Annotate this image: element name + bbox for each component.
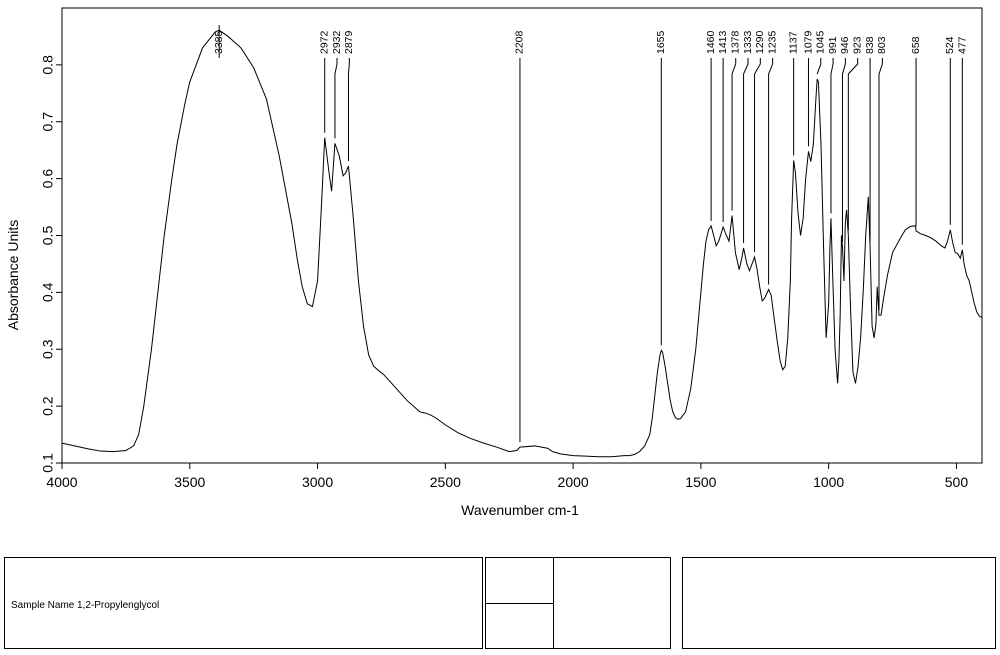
peak-marker-line (754, 58, 761, 253)
y-tick-label: 0.5 (40, 226, 56, 246)
peak-label: 1333 (742, 30, 754, 54)
x-tick-label: 2000 (558, 474, 589, 490)
x-tick-label: 3500 (174, 474, 205, 490)
peak-label: 803 (876, 36, 888, 54)
y-axis-label: Absorbance Units (5, 220, 21, 331)
peak-label: 1460 (705, 30, 717, 54)
peak-label: 1378 (729, 30, 741, 54)
info-cell-small-top (485, 557, 554, 604)
peak-marker-line (731, 58, 737, 211)
peak-label: 524 (944, 36, 956, 54)
peak-label: 1655 (655, 30, 667, 54)
peak-label: 1413 (717, 30, 729, 54)
peak-label: 2208 (514, 30, 526, 54)
peak-label: 477 (956, 36, 968, 54)
peak-marker-line (830, 58, 834, 214)
x-axis-label: Wavenumber cm-1 (461, 502, 579, 518)
sample-name-value: 1,2-Propylenglycol (77, 600, 160, 611)
peak-label: 1045 (815, 30, 827, 54)
peak-label: 3385 (213, 30, 225, 54)
x-tick-label: 2500 (430, 474, 461, 490)
x-tick-label: 1000 (813, 474, 844, 490)
y-tick-label: 0.7 (40, 112, 56, 132)
peak-label: 1235 (766, 30, 778, 54)
peak-marker-line (816, 58, 822, 75)
peak-label: 2932 (331, 30, 343, 54)
peak-marker-line (841, 58, 846, 242)
peak-marker-line (334, 58, 338, 139)
peak-marker-line (347, 58, 350, 162)
peak-label: 2879 (343, 30, 355, 54)
peak-label: 946 (839, 36, 851, 54)
peak-label: 2972 (318, 30, 330, 54)
peak-label: 658 (910, 36, 922, 54)
y-tick-label: 0.3 (40, 339, 56, 359)
info-panel-middle (553, 557, 671, 649)
y-tick-label: 0.2 (40, 396, 56, 416)
plot-area-frame (61, 7, 983, 464)
x-tick-label: 4000 (46, 474, 77, 490)
x-tick-label: 1500 (685, 474, 716, 490)
peak-label: 923 (851, 36, 863, 54)
info-cell-small-bottom (485, 603, 554, 649)
peak-marker-line (878, 58, 883, 311)
absorbance-spectrum-line (61, 29, 983, 458)
info-panel-right (682, 557, 996, 649)
peak-marker-line (768, 58, 774, 285)
y-tick-label: 0.1 (40, 453, 56, 473)
y-tick-label: 0.6 (40, 169, 56, 189)
sample-name-label: Sample Name (11, 600, 75, 611)
peak-marker-line (847, 58, 859, 231)
y-tick-label: 0.4 (40, 282, 56, 302)
peak-label: 991 (827, 36, 839, 54)
peak-label: 1137 (787, 31, 799, 54)
info-panel-main: Sample Name 1,2-Propylenglycol (4, 557, 483, 649)
peak-label: 1290 (754, 30, 766, 54)
x-tick-label: 500 (945, 474, 969, 490)
spectrum-chart: 4000 3500 3000 2500 2000 1500 1000 500 0.1 0.2 0.… (5, 7, 983, 518)
x-tick-label: 3000 (302, 474, 333, 490)
peak-label: 1079 (802, 30, 814, 54)
y-tick-label: 0.8 (40, 55, 56, 75)
peak-marker-line (743, 58, 749, 244)
peak-label: 838 (864, 36, 876, 54)
